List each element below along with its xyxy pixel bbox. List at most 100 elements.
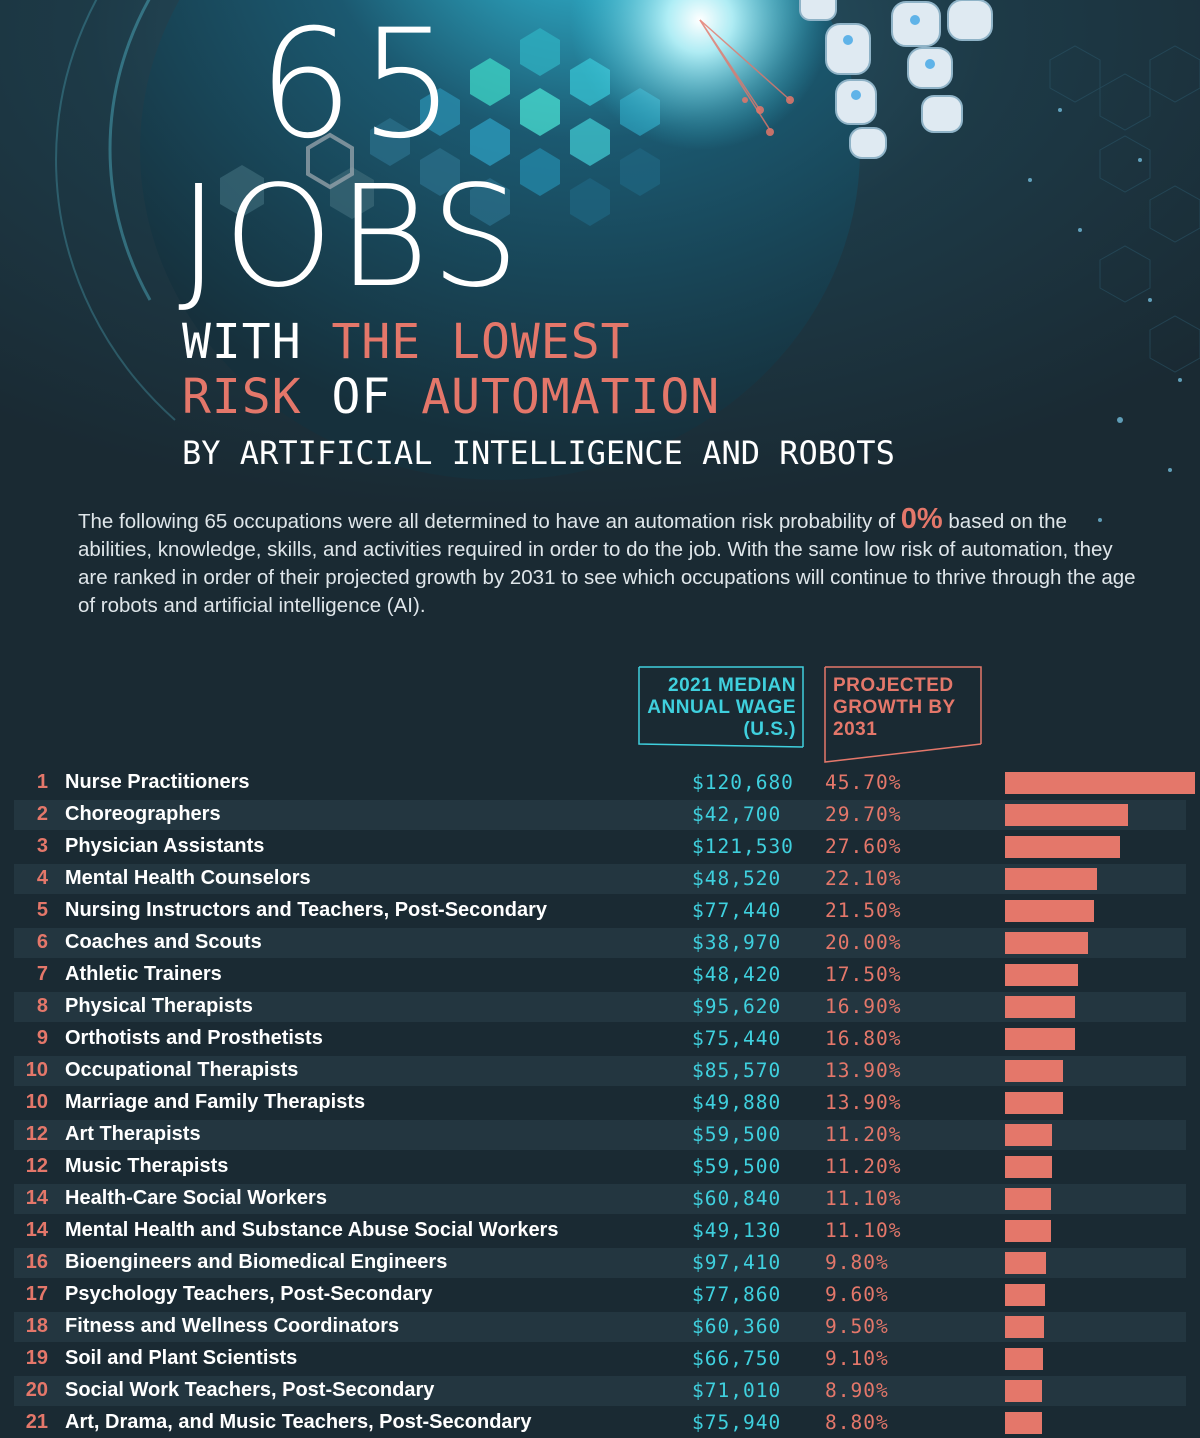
headline-of: OF [331, 369, 392, 425]
growth-bar [1005, 1284, 1045, 1306]
headline-automation: AUTOMATION [421, 369, 721, 425]
wage-value: $66,750 [692, 1347, 782, 1370]
wage-value: $121,530 [692, 835, 794, 858]
headline-risk: RISK [182, 369, 302, 425]
occupation-label: Music Therapists [65, 1155, 229, 1177]
growth-bar [1005, 932, 1088, 954]
growth-bar [1005, 1316, 1044, 1338]
growth-value: 8.80% [825, 1411, 889, 1434]
rank-label: 17 [25, 1283, 48, 1305]
table-row: 14 Mental Health and Substance Abuse Soci… [14, 1216, 1186, 1246]
rank-label: 7 [36, 963, 48, 985]
occupation-label: Choreographers [65, 803, 221, 825]
rank-label: 14 [25, 1219, 48, 1241]
wage-column-header: 2021 MEDIAN ANNUAL WAGE (U.S.) [638, 666, 804, 748]
wage-value: $71,010 [692, 1379, 782, 1402]
table-row: 9 Orthotists and Prosthetists $75,440 16.80… [14, 1024, 1186, 1054]
occupation-label: Art, Drama, and Music Teachers, Post-Sec… [65, 1411, 532, 1433]
table-row: 21 Art, Drama, and Music Teachers, Post-S… [14, 1408, 1186, 1438]
rank-label: 10 [25, 1059, 48, 1081]
wage-value: $97,410 [692, 1251, 782, 1274]
occupation-label: Coaches and Scouts [65, 931, 262, 953]
wage-value: $48,520 [692, 867, 782, 890]
wage-header-frame [638, 666, 804, 748]
headline-the-lowest: THE LOWEST [331, 314, 631, 370]
growth-bar [1005, 836, 1120, 858]
rank-label: 12 [25, 1155, 48, 1177]
growth-bar [1005, 900, 1094, 922]
growth-value: 11.20% [825, 1155, 902, 1178]
growth-bar [1005, 1124, 1052, 1146]
wage-header-line-3: (U.S.) [743, 719, 796, 740]
growth-column-header: PROJECTED GROWTH BY 2031 [824, 666, 982, 763]
growth-value: 27.60% [825, 835, 902, 858]
rank-label: 3 [36, 835, 48, 857]
rank-label: 5 [36, 899, 48, 921]
headline-line-1: WITH THE LOWEST [182, 318, 630, 366]
wage-value: $75,940 [692, 1411, 782, 1434]
table-row: 18 Fitness and Wellness Coordinators $60,3… [14, 1312, 1186, 1342]
rank-label: 21 [25, 1411, 48, 1433]
growth-value: 13.90% [825, 1091, 902, 1114]
table-row: 17 Psychology Teachers, Post-Secondary $77… [14, 1280, 1186, 1310]
growth-bar [1005, 1348, 1043, 1370]
hero-banner: 65 JOBS WITH THE LOWEST RISK OF AUTOMATI… [0, 0, 1200, 640]
growth-value: 8.90% [825, 1379, 889, 1402]
table-row: 10 Occupational Therapists $85,570 13.90% [14, 1056, 1186, 1086]
rank-label: 14 [25, 1187, 48, 1209]
table-row: 19 Soil and Plant Scientists $66,750 9.10% [14, 1344, 1186, 1374]
rank-label: 18 [25, 1315, 48, 1337]
table-row: 12 Music Therapists $59,500 11.20% [14, 1152, 1186, 1182]
occupation-label: Physician Assistants [65, 835, 265, 857]
table-row: 12 Art Therapists $59,500 11.20% [14, 1120, 1186, 1150]
growth-value: 29.70% [825, 803, 902, 826]
growth-value: 20.00% [825, 931, 902, 954]
wage-value: $75,440 [692, 1027, 782, 1050]
growth-bar [1005, 964, 1078, 986]
occupation-label: Mental Health and Substance Abuse Social… [65, 1219, 559, 1241]
occupation-label: Athletic Trainers [65, 963, 222, 985]
growth-bar [1005, 1188, 1051, 1210]
growth-value: 16.80% [825, 1027, 902, 1050]
headline-with: WITH [182, 314, 302, 370]
growth-bar [1005, 1220, 1051, 1242]
growth-bar [1005, 1092, 1063, 1114]
table-row: 6 Coaches and Scouts $38,970 20.00% [14, 928, 1186, 958]
growth-header-line-1: PROJECTED [833, 675, 954, 696]
wage-value: $85,570 [692, 1059, 782, 1082]
growth-value: 17.50% [825, 963, 902, 986]
growth-value: 13.90% [825, 1059, 902, 1082]
occupation-label: Psychology Teachers, Post-Secondary [65, 1283, 433, 1305]
wage-value: $59,500 [692, 1155, 782, 1178]
occupation-label: Physical Therapists [65, 995, 253, 1017]
growth-bar [1005, 996, 1075, 1018]
intro-zero-percent: 0% [900, 503, 943, 535]
growth-bar [1005, 1060, 1063, 1082]
rank-label: 10 [25, 1091, 48, 1113]
occupation-label: Mental Health Counselors [65, 867, 311, 889]
intro-text-after: based on the abilities, knowledge, skill… [78, 510, 1136, 617]
growth-bar [1005, 1252, 1046, 1274]
wage-header-line-1: 2021 MEDIAN [668, 675, 796, 696]
growth-bar [1005, 1380, 1042, 1402]
growth-bar [1005, 772, 1195, 794]
growth-header-line-3: 2031 [833, 719, 878, 740]
occupation-label: Marriage and Family Therapists [65, 1091, 366, 1113]
table-row: 8 Physical Therapists $95,620 16.90% [14, 992, 1186, 1022]
growth-bar [1005, 868, 1097, 890]
growth-bar [1005, 1412, 1042, 1434]
growth-value: 9.60% [825, 1283, 889, 1306]
wage-value: $59,500 [692, 1123, 782, 1146]
table-row: 3 Physician Assistants $121,530 27.60% [14, 832, 1186, 862]
wage-header-line-2: ANNUAL WAGE [647, 697, 796, 718]
wage-value: $120,680 [692, 771, 794, 794]
growth-value: 22.10% [825, 867, 902, 890]
occupation-label: Bioengineers and Biomedical Engineers [65, 1251, 448, 1273]
wage-value: $49,880 [692, 1091, 782, 1114]
growth-value: 16.90% [825, 995, 902, 1018]
rank-label: 20 [25, 1379, 48, 1401]
occupation-label: Nurse Practitioners [65, 771, 250, 793]
wage-value: $77,440 [692, 899, 782, 922]
table-row: 20 Social Work Teachers, Post-Secondary $7… [14, 1376, 1186, 1406]
table-row: 10 Marriage and Family Therapists $49,880 1… [14, 1088, 1186, 1118]
